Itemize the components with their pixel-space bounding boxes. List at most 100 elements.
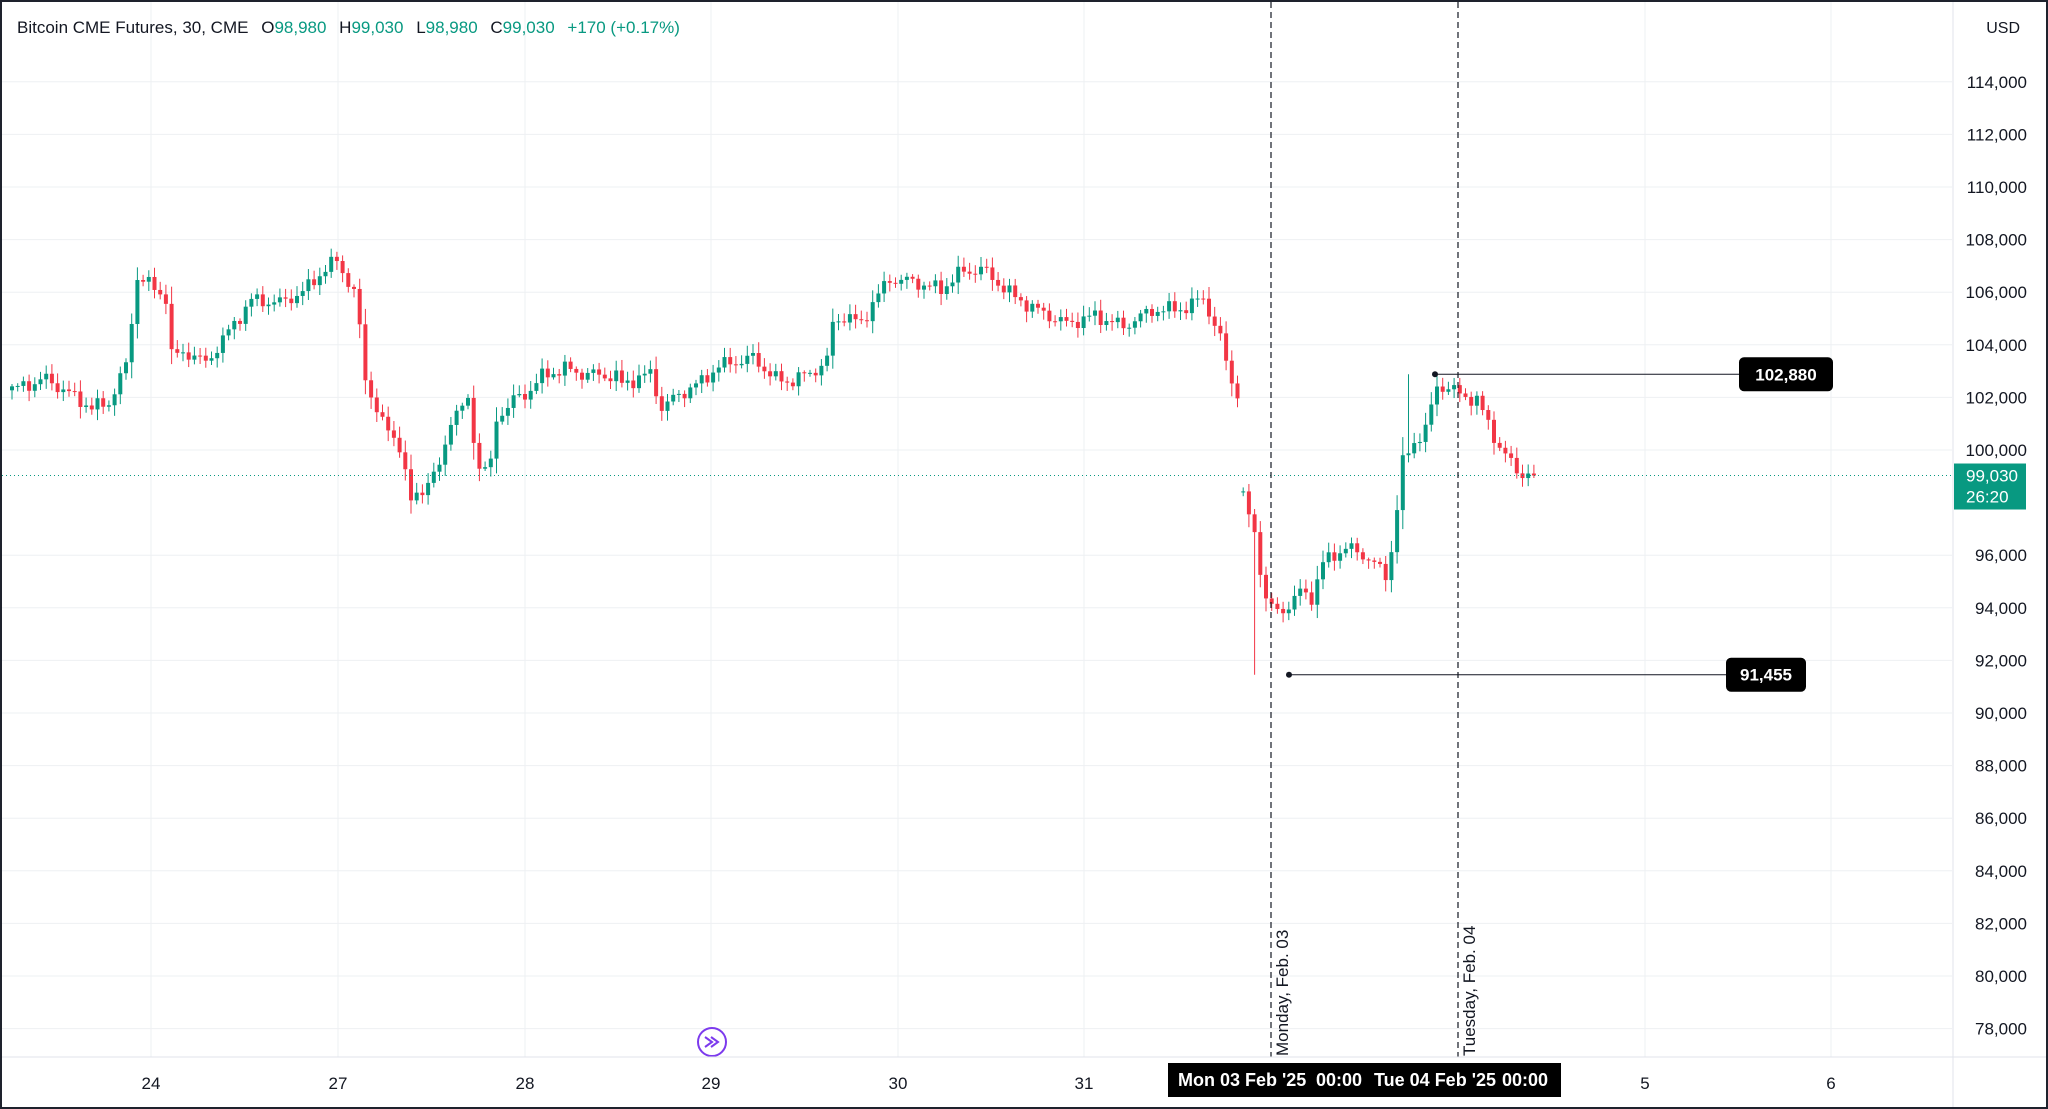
x-axis-tick-label: 27 bbox=[329, 1074, 348, 1093]
candle-body bbox=[312, 279, 317, 286]
x-axis-tick-label: 6 bbox=[1826, 1074, 1835, 1093]
high-marker-badge[interactable] bbox=[1739, 357, 1833, 392]
candle-body bbox=[859, 319, 864, 321]
date-badge-time-2: 00:00 bbox=[1502, 1070, 1548, 1090]
candle-body bbox=[1492, 419, 1496, 443]
session-break-label: Monday, Feb. 03 bbox=[1273, 930, 1292, 1056]
candle-body bbox=[163, 294, 168, 304]
candle-body bbox=[631, 380, 636, 389]
candle-body bbox=[1321, 562, 1325, 580]
candle-body bbox=[904, 276, 909, 280]
candle-body bbox=[511, 395, 516, 408]
candle-body bbox=[380, 412, 385, 417]
change-value: +170 (+0.17%) bbox=[567, 18, 680, 37]
candle-body bbox=[984, 266, 989, 268]
candle-body bbox=[192, 355, 197, 360]
candle-body bbox=[1138, 313, 1143, 322]
candle-body bbox=[146, 276, 151, 282]
x-axis-tick-label: 28 bbox=[516, 1074, 535, 1093]
high-label: H bbox=[339, 18, 352, 37]
candle-body bbox=[853, 314, 858, 320]
candle-body bbox=[249, 298, 254, 307]
candle-body bbox=[357, 288, 362, 325]
candle-body bbox=[1292, 595, 1297, 610]
candle-body bbox=[220, 335, 225, 353]
candle-body bbox=[1189, 298, 1194, 314]
low-marker-badge[interactable] bbox=[1726, 657, 1806, 692]
candle-body bbox=[186, 352, 191, 360]
candle-body bbox=[306, 279, 311, 292]
candle-body bbox=[226, 329, 231, 336]
candle-body bbox=[1440, 386, 1445, 392]
symbol-title[interactable]: Bitcoin CME Futures, 30, CME bbox=[17, 18, 249, 37]
candle-body bbox=[397, 437, 402, 453]
candle-body bbox=[1372, 560, 1377, 562]
candle-body bbox=[1121, 317, 1126, 329]
candle-body bbox=[340, 261, 345, 274]
candle-body bbox=[403, 452, 408, 470]
candle-body bbox=[1298, 588, 1303, 596]
candle-body bbox=[825, 355, 830, 366]
candle-body bbox=[1229, 360, 1234, 384]
candle-body bbox=[1104, 321, 1109, 325]
x-axis-tick-label: 29 bbox=[702, 1074, 721, 1093]
candle-body bbox=[1315, 579, 1320, 605]
candle-body bbox=[420, 492, 425, 496]
candle-body bbox=[1423, 424, 1428, 442]
candle-body bbox=[141, 280, 146, 282]
candle-body bbox=[1389, 552, 1394, 581]
candle-body bbox=[847, 314, 852, 323]
candle-body bbox=[1184, 310, 1189, 314]
candle-body bbox=[1446, 389, 1451, 392]
candle-body bbox=[728, 357, 733, 365]
candle-body bbox=[448, 424, 453, 445]
candle-body bbox=[733, 364, 738, 366]
bar-countdown-label: 26:20 bbox=[1966, 488, 2009, 507]
candle-body bbox=[528, 390, 533, 400]
candle-body bbox=[1241, 491, 1246, 493]
y-axis-tick-label: 110,000 bbox=[1967, 178, 2027, 197]
x-axis-tick-label: 5 bbox=[1640, 1074, 1649, 1093]
candle-body bbox=[1281, 608, 1286, 614]
candle-body bbox=[716, 367, 721, 373]
current-price-label: 99,030 bbox=[1966, 467, 2018, 486]
candle-body bbox=[916, 278, 921, 290]
y-axis-tick-label: 88,000 bbox=[1975, 757, 2027, 776]
candle-body bbox=[950, 282, 955, 287]
candle-body bbox=[118, 373, 123, 395]
scroll-to-realtime-icon[interactable] bbox=[697, 1027, 727, 1057]
candle-body bbox=[608, 378, 613, 382]
candle-body bbox=[648, 369, 653, 374]
candle-body bbox=[61, 389, 66, 393]
candle-body bbox=[483, 467, 488, 469]
candle-body bbox=[209, 358, 214, 361]
candle-body bbox=[1018, 297, 1023, 301]
y-axis-tick-label: 80,000 bbox=[1975, 967, 2027, 986]
candle-body bbox=[334, 256, 339, 262]
candle-body bbox=[67, 389, 71, 392]
candle-body bbox=[711, 372, 716, 383]
candle-body bbox=[374, 397, 379, 413]
candle-body bbox=[1497, 442, 1502, 448]
candle-body bbox=[215, 352, 220, 359]
candle-body bbox=[1246, 491, 1251, 515]
candle-body bbox=[654, 369, 659, 397]
candle-body bbox=[1452, 385, 1457, 390]
candle-body bbox=[1207, 298, 1211, 317]
candle-body bbox=[135, 280, 140, 324]
candle-body bbox=[1514, 457, 1519, 474]
close-value: 99,030 bbox=[502, 18, 555, 37]
candle-body bbox=[779, 371, 784, 382]
candle-body bbox=[551, 374, 556, 378]
currency-selector[interactable]: USD bbox=[1986, 20, 2020, 37]
candle-body bbox=[260, 294, 265, 307]
candle-body bbox=[830, 321, 835, 356]
candle-body bbox=[1383, 563, 1388, 581]
candle-body bbox=[1474, 395, 1479, 406]
candle-body bbox=[89, 405, 94, 410]
y-axis-tick-label: 100,000 bbox=[1966, 441, 2027, 460]
candle-body bbox=[1081, 316, 1086, 329]
candle-body bbox=[38, 379, 43, 385]
candle-body bbox=[819, 365, 824, 376]
